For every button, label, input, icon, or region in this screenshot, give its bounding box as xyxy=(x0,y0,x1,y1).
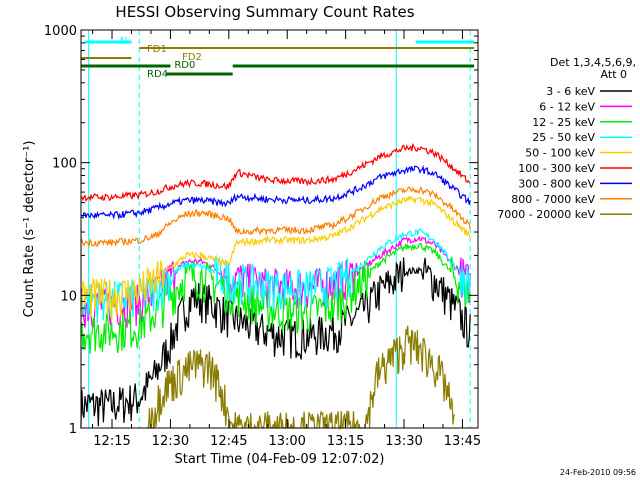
legend-entry-label: 3 - 6 keV xyxy=(546,85,595,98)
legend-title: Det 1,3,4,5,6,9, xyxy=(550,56,636,69)
series-line-1 xyxy=(80,235,471,328)
footer-timestamp: 24-Feb-2010 09:56 xyxy=(560,468,636,477)
y-tick-label: 1000 xyxy=(44,24,77,39)
legend-entry-label: 50 - 100 keV xyxy=(525,147,595,160)
x-tick-label: 13:00 xyxy=(268,434,305,449)
chart-title: HESSI Observing Summary Count Rates xyxy=(115,3,414,21)
y-tick-label: 100 xyxy=(52,157,77,172)
legend-entry-label: 6 - 12 keV xyxy=(539,100,595,113)
series-line-4 xyxy=(80,195,471,321)
x-tick-label: 13:15 xyxy=(327,434,364,449)
y-axis-label: Count Rate (s⁻¹ detector⁻¹) xyxy=(22,141,37,318)
legend-entry-label: 25 - 50 keV xyxy=(532,131,595,144)
legend-entry-label: 7000 - 20000 keV xyxy=(497,208,595,221)
state-bar-label-n: N xyxy=(120,36,127,47)
state-bar-label-fd2: FD2 xyxy=(182,52,202,63)
state-bar-label-fd1: FD1 xyxy=(147,44,167,55)
legend-entry-label: 800 - 7000 keV xyxy=(511,193,595,206)
y-tick-label: 10 xyxy=(60,289,77,304)
x-tick-label: 12:30 xyxy=(152,434,189,449)
legend-entry-label: 300 - 800 keV xyxy=(518,177,595,190)
x-tick-label: 12:45 xyxy=(210,434,247,449)
series-line-2 xyxy=(80,242,471,354)
legend-entry-label: 12 - 25 keV xyxy=(532,116,595,129)
legend-subtitle: Att 0 xyxy=(601,68,627,81)
x-axis-label: Start Time (04-Feb-09 12:07:02) xyxy=(175,452,385,467)
plot-frame xyxy=(80,29,479,429)
series-line-8 xyxy=(147,325,456,431)
series-line-7 xyxy=(80,186,471,249)
series-line-0 xyxy=(80,257,471,429)
series-line-6 xyxy=(80,164,471,221)
x-tick-label: 13:45 xyxy=(444,434,481,449)
state-bar-label-rd0: RD0 xyxy=(174,60,195,71)
legend-entry-label: 100 - 300 keV xyxy=(518,162,595,175)
x-tick-label: 13:30 xyxy=(385,434,422,449)
x-tick-label: 12:15 xyxy=(93,434,130,449)
y-tick-label: 1 xyxy=(69,422,77,437)
series-line-5 xyxy=(80,142,471,203)
state-bar-label-rd4: RD4 xyxy=(147,69,168,80)
